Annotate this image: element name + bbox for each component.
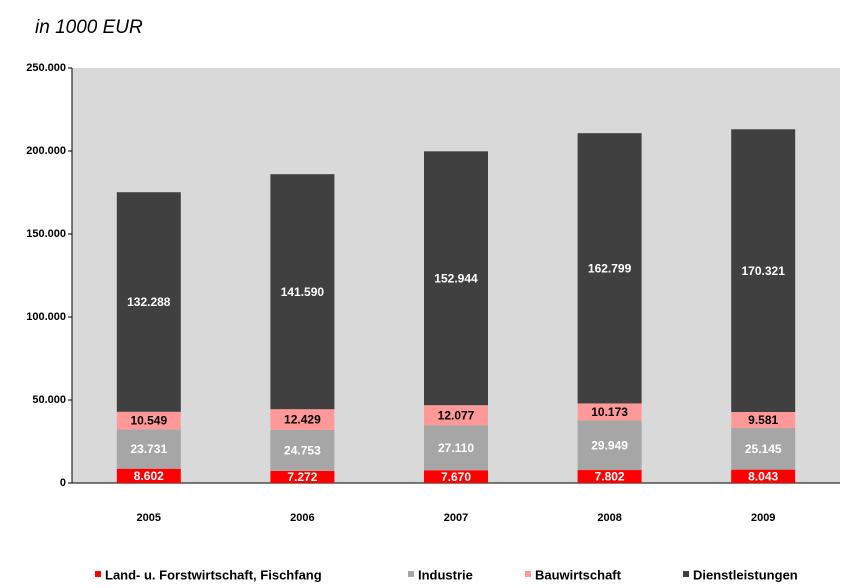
bar-segment <box>577 470 642 483</box>
bar-segment <box>270 429 335 471</box>
bar-segment <box>731 469 796 483</box>
bar-segment <box>731 427 796 470</box>
data-label: 23.731 <box>130 442 167 456</box>
bar-segment <box>424 405 488 426</box>
bar-segment <box>731 129 796 413</box>
data-label: 25.145 <box>745 442 782 456</box>
data-label: 132.288 <box>127 295 171 309</box>
bar-segment <box>424 425 488 471</box>
y-tick-label: 0 <box>60 477 66 489</box>
data-label: 9.581 <box>748 413 778 427</box>
data-label: 162.799 <box>588 261 632 275</box>
data-label: 10.173 <box>591 405 628 419</box>
y-tick-label: 100.000 <box>26 311 66 323</box>
subtitle: in 1000 EUR <box>35 17 143 38</box>
legend-label: Dienstleistungen <box>693 567 798 582</box>
x-tick-label: 2006 <box>290 512 314 524</box>
bar-segment <box>116 411 181 430</box>
y-tick-label: 150.000 <box>26 228 66 240</box>
legend-label: Industrie <box>418 567 473 582</box>
bar-segment <box>424 151 488 406</box>
data-label: 10.549 <box>130 414 167 428</box>
bar-segment <box>270 409 335 430</box>
bar-segment <box>577 420 642 471</box>
data-label: 12.077 <box>438 408 475 422</box>
bar-segment <box>577 133 642 404</box>
y-tick-label: 50.000 <box>32 394 66 406</box>
bar-segment <box>424 470 488 483</box>
data-label: 141.590 <box>281 285 325 299</box>
data-label: 7.272 <box>287 470 317 484</box>
bar-segment <box>116 429 181 469</box>
legend-swatch <box>95 571 101 577</box>
bar-segment <box>116 192 181 412</box>
data-label: 8.602 <box>134 469 164 483</box>
data-label: 170.321 <box>742 264 786 278</box>
legend-label: Bauwirtschaft <box>535 567 622 582</box>
y-tick-label: 250.000 <box>26 62 66 74</box>
legend-swatch <box>525 571 531 577</box>
x-tick-label: 2009 <box>751 512 775 524</box>
data-label: 27.110 <box>438 441 474 455</box>
bar-segment <box>116 468 181 483</box>
legend-label: Land- u. Forstwirtschaft, Fischfang <box>105 567 322 582</box>
data-label: 7.670 <box>441 470 471 484</box>
x-tick-label: 2008 <box>597 512 621 524</box>
data-label: 152.944 <box>434 271 478 285</box>
data-label: 29.949 <box>591 438 628 452</box>
data-label: 24.753 <box>284 444 321 458</box>
data-label: 7.802 <box>595 470 625 484</box>
x-tick-label: 2007 <box>444 512 468 524</box>
bar-segment <box>731 412 796 428</box>
bar-segment <box>577 403 642 421</box>
bar-segment <box>270 470 335 483</box>
legend-swatch <box>683 571 689 577</box>
y-tick-label: 200.000 <box>26 145 66 157</box>
data-label: 8.043 <box>748 469 778 483</box>
bar-segment <box>270 174 335 410</box>
data-label: 12.429 <box>284 413 321 427</box>
legend-swatch <box>408 571 414 577</box>
x-tick-label: 2005 <box>137 512 161 524</box>
